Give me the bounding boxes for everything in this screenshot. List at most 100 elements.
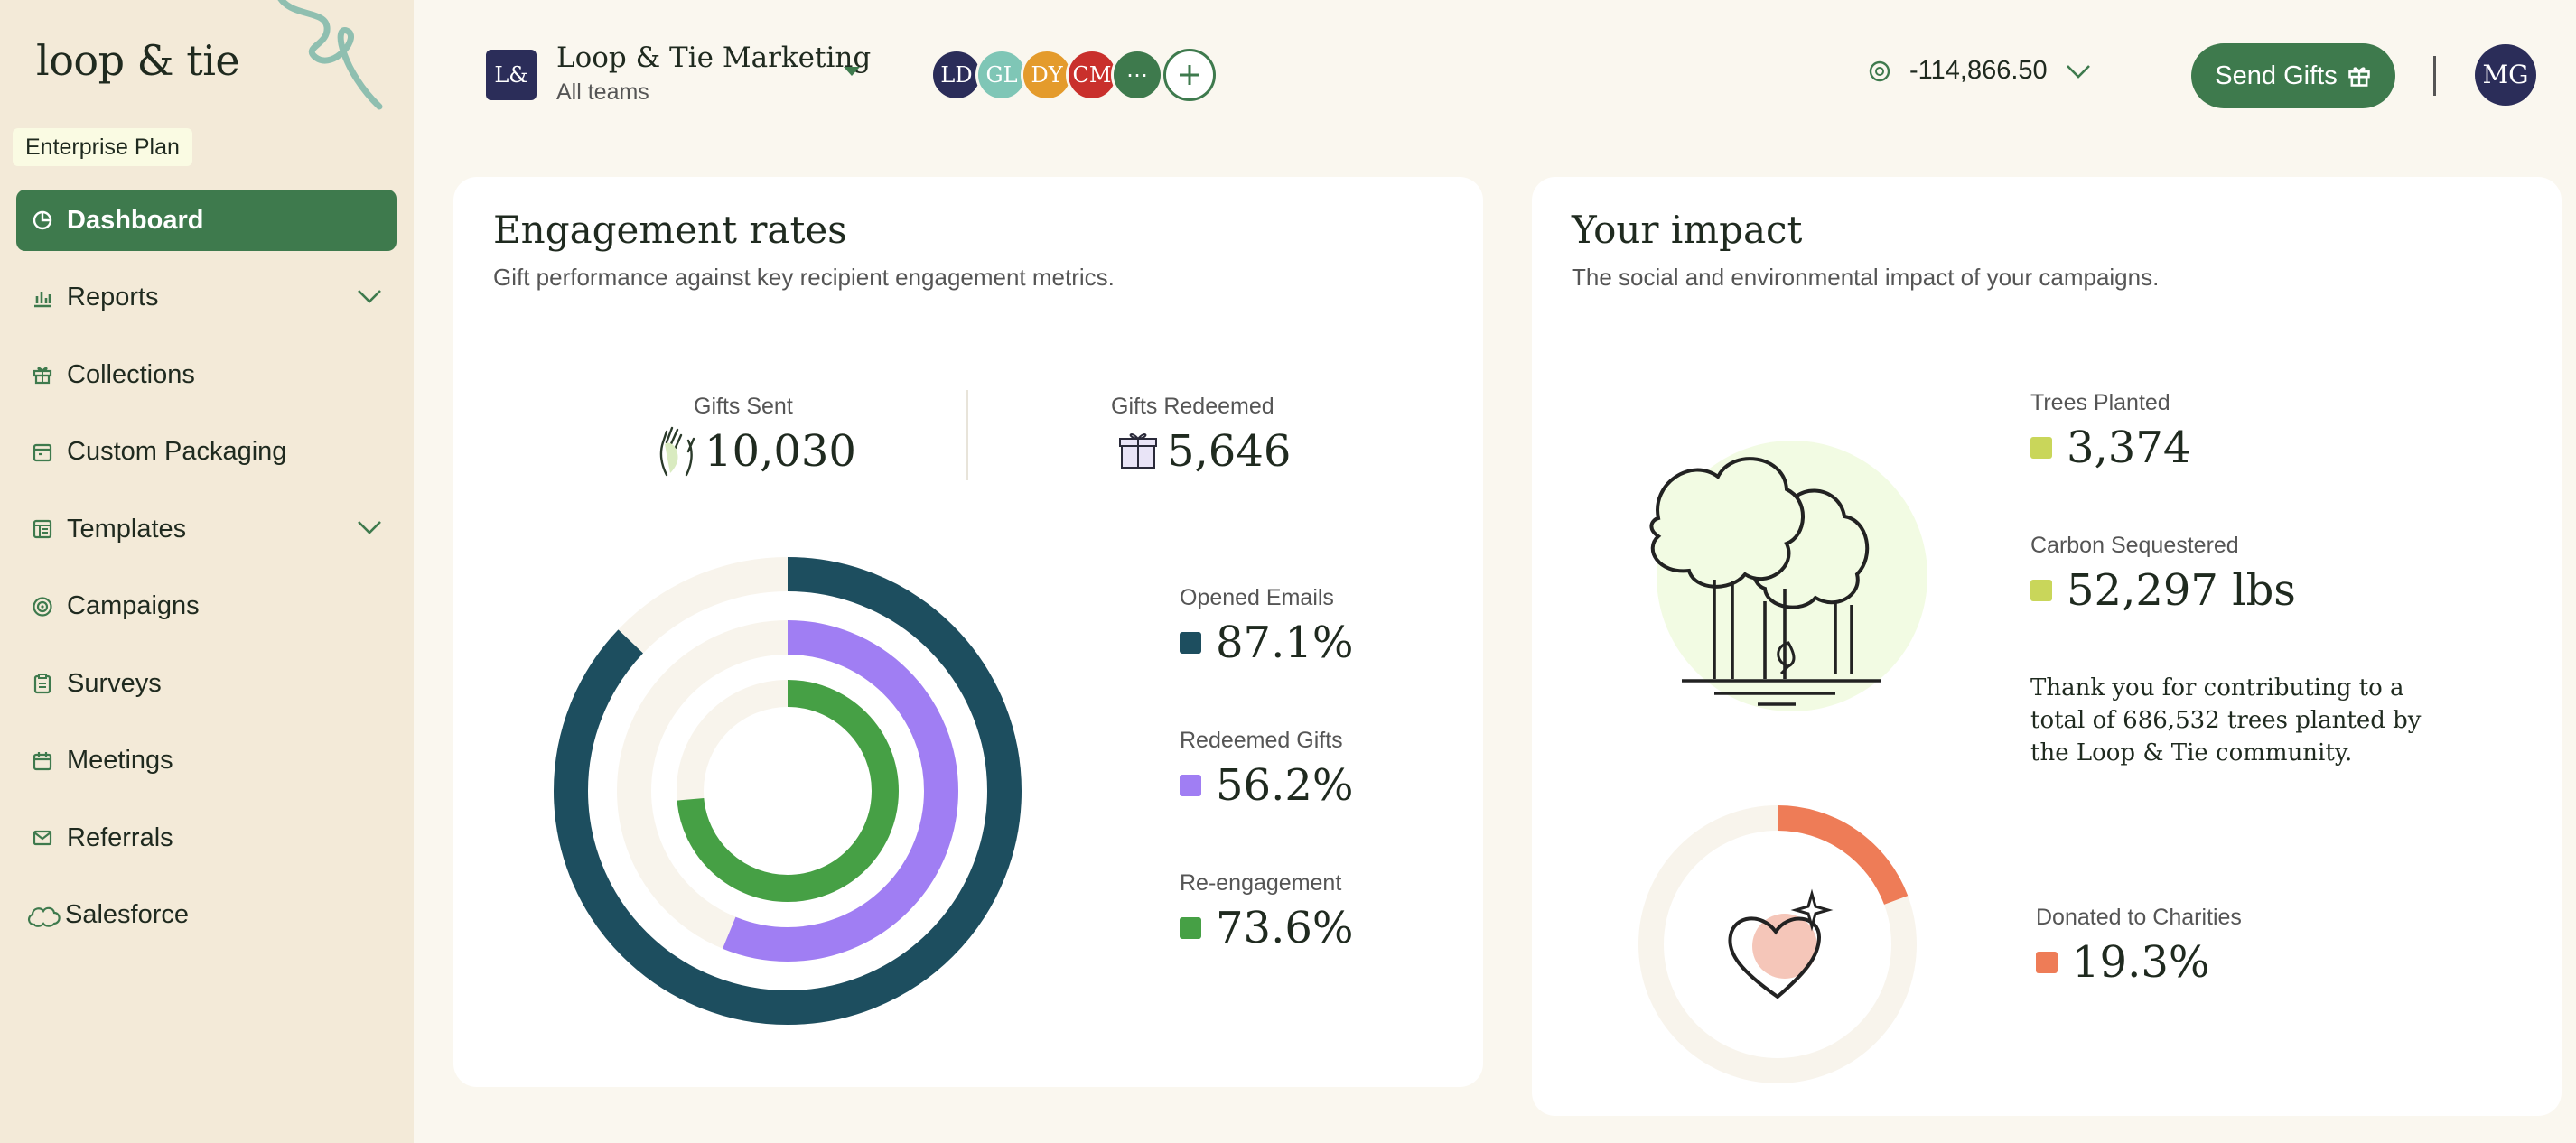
donated-arc — [1638, 805, 1917, 1083]
sidebar-item-label: Dashboard — [67, 205, 204, 235]
org-name[interactable]: Loop & Tie Marketing — [556, 42, 872, 74]
caret-down-icon[interactable] — [842, 65, 862, 78]
plus-icon — [1180, 65, 1199, 85]
sidebar: loop & tie Enterprise Plan Dashboard Rep… — [0, 0, 414, 1143]
sidebar-item-label: Referrals — [67, 822, 173, 852]
calendar-icon — [31, 749, 54, 773]
card-subtitle: The social and environmental impact of y… — [1572, 264, 2160, 291]
balance-amount: -114,866.50 — [1909, 56, 2048, 85]
hands-clapping-icon — [659, 426, 695, 477]
target-icon — [31, 595, 54, 618]
card-title: Engagement rates — [493, 208, 847, 252]
carbon-sequestered-label: Carbon Sequestered — [2030, 533, 2239, 558]
team-members: LD GL DY CM ⋯ — [930, 49, 1216, 101]
sidebar-item-label: Collections — [67, 359, 195, 389]
package-icon — [31, 441, 54, 464]
sidebar-item-templates[interactable]: Templates — [16, 498, 397, 560]
ring-opened-emails[interactable] — [554, 557, 1022, 1025]
sidebar-item-label: Campaigns — [67, 591, 200, 620]
sidebar-item-label: Salesforce — [65, 900, 190, 929]
sidebar-item-surveys[interactable]: Surveys — [16, 653, 397, 714]
sidebar-item-label: Custom Packaging — [67, 437, 287, 466]
chevron-down-icon[interactable] — [357, 518, 382, 536]
sidebar-item-label: Templates — [67, 514, 187, 544]
sidebar-item-collections[interactable]: Collections — [16, 344, 397, 405]
sidebar-item-label: Surveys — [67, 668, 162, 698]
sidebar-item-custom-packaging[interactable]: Custom Packaging — [16, 422, 397, 483]
gifts-redeemed-value: 5,646 — [1167, 426, 1292, 477]
gift-icon — [31, 363, 54, 386]
legend-label: Redeemed Gifts — [1180, 728, 1343, 753]
donated-charities-chart — [1638, 805, 1917, 1083]
legend-label: Opened Emails — [1180, 585, 1334, 610]
send-gifts-button[interactable]: Send Gifts — [2191, 43, 2395, 108]
chevron-down-icon[interactable] — [357, 287, 382, 305]
trees-planted-value: 3,374 — [2067, 423, 2191, 473]
org-team-selector[interactable]: All teams — [556, 79, 649, 105]
legend-swatch — [1180, 775, 1201, 796]
opened-emails-value: 87.1% — [1216, 618, 1354, 668]
donated-charities-label: Donated to Charities — [2036, 905, 2242, 930]
add-member-button[interactable] — [1163, 49, 1216, 101]
legend-swatch — [1180, 632, 1201, 654]
balance-selector[interactable]: -114,866.50 — [1868, 56, 2091, 86]
plan-badge: Enterprise Plan — [13, 128, 192, 166]
donated-charities-stat: 19.3% — [2036, 937, 2209, 988]
carbon-sequestered-value: 52,297 lbs — [2067, 565, 2296, 616]
trees-planted-label: Trees Planted — [2030, 390, 2170, 415]
send-gifts-label: Send Gifts — [2215, 60, 2338, 90]
sidebar-item-reports[interactable]: Reports — [16, 267, 397, 329]
sidebar-item-referrals[interactable]: Referrals — [16, 807, 397, 869]
top-header: L& Loop & Tie Marketing All teams LD GL … — [414, 0, 2576, 153]
legend-opened-emails: 87.1% — [1180, 618, 1353, 668]
metric-swatch — [2030, 437, 2052, 459]
legend-label: Re-engagement — [1180, 870, 1342, 896]
stats-divider — [966, 390, 968, 480]
salesforce-cloud-icon — [25, 904, 61, 927]
trees-planted-stat: 3,374 — [2030, 423, 2190, 473]
card-title: Your impact — [1572, 208, 1803, 252]
gifts-sent-value: 10,030 — [705, 426, 856, 477]
legend-swatch — [1180, 917, 1201, 939]
impact-message: Thank you for contributing to a total of… — [2030, 674, 2422, 767]
carbon-sequestered-stat: 52,297 lbs — [2030, 565, 2296, 616]
gift-icon — [2347, 67, 2370, 87]
bar-chart-icon — [31, 286, 54, 310]
chevron-down-icon — [2066, 64, 2090, 79]
gift-box-icon — [1119, 433, 1157, 469]
sidebar-item-campaigns[interactable]: Campaigns — [16, 576, 397, 637]
metric-swatch — [2030, 580, 2052, 601]
redeemed-gifts-value: 56.2% — [1216, 760, 1354, 811]
heart-icon — [1728, 888, 1834, 999]
member-avatar[interactable]: CM — [1066, 49, 1118, 101]
clipboard-icon — [31, 672, 54, 695]
brand-logo[interactable]: loop & tie — [36, 36, 240, 85]
envelope-icon — [31, 826, 54, 850]
pie-chart-icon — [31, 209, 54, 232]
legend-re-engagement: 73.6% — [1180, 903, 1353, 953]
sidebar-item-label: Reports — [67, 283, 159, 311]
more-members-button[interactable]: ⋯ — [1111, 49, 1163, 101]
sidebar-nav: Dashboard Reports Collections Custom Pac… — [16, 190, 397, 962]
ring-re-engagement[interactable] — [677, 680, 899, 902]
metric-swatch — [2036, 952, 2058, 973]
gifts-redeemed-label: Gifts Redeemed — [1111, 394, 1274, 419]
ring-redeemed-gifts[interactable] — [617, 620, 958, 962]
user-avatar[interactable]: MG — [2475, 44, 2536, 106]
engagement-rates-card: Engagement rates Gift performance agains… — [453, 177, 1483, 1087]
donated-charities-value: 19.3% — [2072, 937, 2210, 988]
sidebar-item-meetings[interactable]: Meetings — [16, 730, 397, 792]
sidebar-item-dashboard[interactable]: Dashboard — [16, 190, 397, 251]
header-divider — [2433, 56, 2436, 96]
gifts-sent-label: Gifts Sent — [694, 394, 793, 419]
org-logo: L& — [486, 50, 537, 100]
swirl-decoration-icon — [277, 0, 383, 110]
coin-icon — [1869, 60, 1890, 81]
sidebar-item-salesforce[interactable]: Salesforce — [16, 885, 397, 946]
sidebar-item-label: Meetings — [67, 746, 173, 775]
legend-redeemed-gifts: 56.2% — [1180, 760, 1353, 811]
member-avatar[interactable]: LD — [930, 49, 983, 101]
card-subtitle: Gift performance against key recipient e… — [493, 264, 1115, 291]
your-impact-card: Your impact The social and environmental… — [1532, 177, 2562, 1116]
engagement-donut-chart — [554, 557, 1022, 1025]
